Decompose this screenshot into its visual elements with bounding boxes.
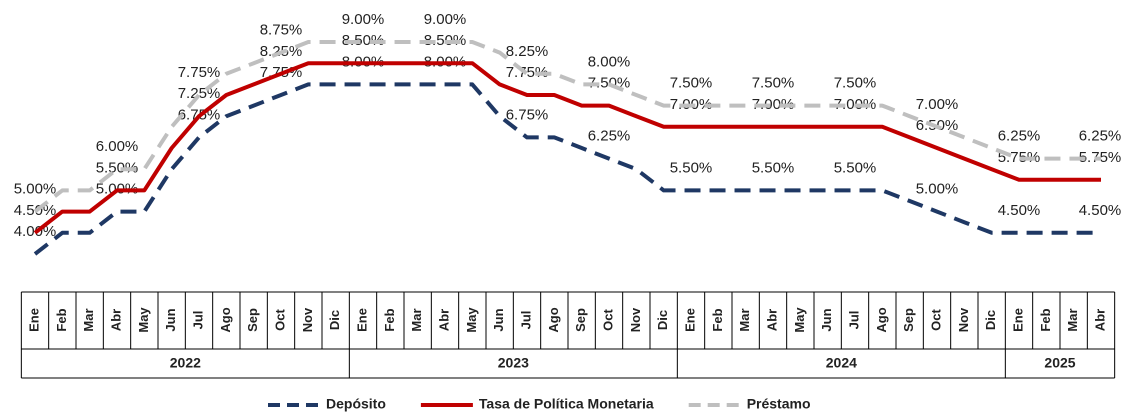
data-label: 8.50% [342, 32, 385, 49]
series-line [33, 82, 1101, 256]
x-tick-label: Jun [491, 308, 506, 331]
x-tick-label: Jun [163, 308, 178, 331]
x-tick-label: Nov [300, 307, 315, 332]
data-label: 7.00% [752, 96, 795, 113]
data-label: 4.50% [1079, 202, 1122, 219]
x-tick-label: Mar [737, 308, 752, 331]
data-label: 8.75% [260, 22, 303, 39]
data-label: 6.25% [588, 128, 631, 145]
x-tick-label: Oct [928, 308, 943, 330]
x-tick-label: Feb [1038, 308, 1053, 331]
x-tick-label: Abr [108, 309, 123, 331]
year-label: 2023 [498, 355, 529, 371]
data-label: 5.50% [752, 159, 795, 176]
x-tick-label: Nov [956, 307, 971, 332]
x-tick-label: Jul [846, 311, 861, 330]
data-label: 6.00% [96, 138, 139, 155]
x-tick-label: Dic [655, 310, 670, 330]
x-tick-label: Abr [1092, 309, 1107, 331]
data-label: 8.00% [588, 53, 631, 70]
data-label: 6.75% [506, 106, 549, 123]
x-tick-label: Sep [573, 308, 588, 332]
data-label: 7.50% [670, 75, 713, 92]
x-tick-label: Dic [983, 310, 998, 330]
data-label: 5.50% [670, 159, 713, 176]
x-tick-label: Ene [1010, 308, 1025, 332]
data-label: 5.50% [834, 159, 877, 176]
data-label: 7.75% [178, 64, 221, 81]
series-line [33, 40, 1101, 214]
x-tick-label: Abr [436, 309, 451, 331]
x-tick-label: Sep [901, 308, 916, 332]
x-tick-label: Sep [245, 308, 260, 332]
x-tick-label: Oct [600, 308, 615, 330]
x-tick-label: Mar [81, 308, 96, 331]
data-label: 6.25% [998, 128, 1041, 145]
x-tick-label: Feb [710, 308, 725, 331]
x-tick-label: Ene [354, 308, 369, 332]
data-label: 7.50% [752, 75, 795, 92]
x-tick-label: Feb [382, 308, 397, 331]
x-tick-label: Oct [272, 308, 287, 330]
x-tick-label: May [464, 307, 479, 333]
x-tick-label: Ago [546, 307, 561, 332]
data-label: 7.00% [916, 96, 959, 113]
x-tick-label: Jul [190, 311, 205, 330]
data-label: 6.25% [1079, 128, 1122, 145]
x-tick-label: Ene [26, 308, 41, 332]
legend-label: Tasa de Política Monetaria [479, 396, 654, 412]
legend-label: Préstamo [747, 396, 811, 412]
x-tick-label: Ago [874, 307, 889, 332]
x-tick-label: Jul [518, 311, 533, 330]
x-tick-label: May [136, 307, 151, 333]
year-label: 2025 [1044, 355, 1075, 371]
x-tick-label: Abr [764, 309, 779, 331]
data-label: 7.50% [834, 75, 877, 92]
x-tick-label: May [792, 307, 807, 333]
x-tick-label: Mar [409, 308, 424, 331]
x-tick-label: Mar [1065, 308, 1080, 331]
series-line [33, 61, 1101, 235]
data-label: 9.00% [424, 11, 467, 28]
data-label: 9.00% [342, 11, 385, 28]
x-tick-label: Dic [327, 310, 342, 330]
data-label: 5.50% [96, 159, 139, 176]
data-label: 5.00% [916, 181, 959, 198]
data-label: 5.00% [14, 181, 57, 198]
x-tick-label: Jun [819, 308, 834, 331]
x-tick-label: Ene [682, 308, 697, 332]
x-tick-label: Feb [54, 308, 69, 331]
x-tick-label: Nov [628, 307, 643, 332]
data-label: 7.25% [178, 85, 221, 102]
year-label: 2022 [170, 355, 201, 371]
x-tick-label: Ago [218, 307, 233, 332]
data-label: 4.50% [998, 202, 1041, 219]
data-label: 8.25% [506, 43, 549, 60]
legend-label: Depósito [326, 396, 386, 412]
year-label: 2024 [826, 355, 857, 371]
